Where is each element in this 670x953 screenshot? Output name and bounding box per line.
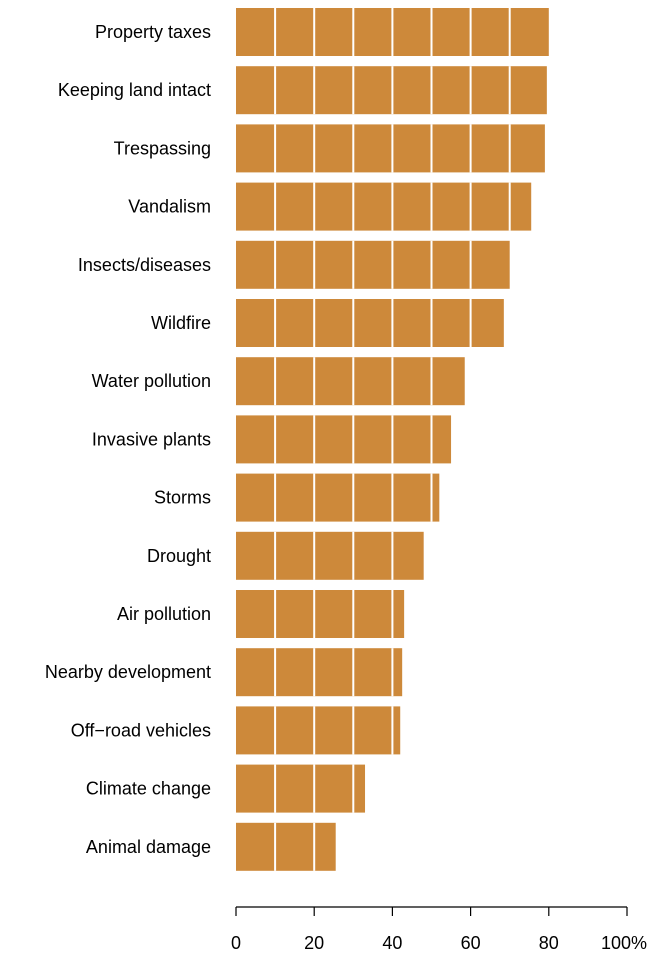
bar-animal-damage xyxy=(236,822,336,871)
bar-off-road-vehicles xyxy=(236,706,401,755)
category-label-animal-damage: Animal damage xyxy=(86,837,211,857)
grid-lines xyxy=(274,8,511,871)
x-tick-label-100: 100% xyxy=(601,933,647,953)
bar-wildfire xyxy=(236,299,504,347)
category-label-property-taxes: Property taxes xyxy=(95,22,211,42)
category-label-climate-change: Climate change xyxy=(86,779,211,799)
x-tick-label-0: 0 xyxy=(231,933,241,953)
category-label-insects-diseases: Insects/diseases xyxy=(78,255,211,275)
x-tick-label-40: 40 xyxy=(382,933,402,953)
bar-vandalism xyxy=(236,182,532,231)
bar-trespassing xyxy=(236,124,545,173)
x-tick-label-80: 80 xyxy=(539,933,559,953)
category-label-trespassing: Trespassing xyxy=(114,138,211,158)
category-label-air-pollution: Air pollution xyxy=(117,604,211,624)
category-label-vandalism: Vandalism xyxy=(128,197,211,217)
bar-storms xyxy=(236,473,440,522)
bar-air-pollution xyxy=(236,590,405,638)
x-tick-label-20: 20 xyxy=(304,933,324,953)
x-axis: 0 20 40 60 80 100% xyxy=(231,906,647,953)
category-label-nearby-development: Nearby development xyxy=(45,662,211,682)
category-labels: Property taxes Keeping land intact Trespas… xyxy=(45,22,211,857)
category-label-off-road-vehicles: Off−road vehicles xyxy=(71,720,211,740)
category-label-storms: Storms xyxy=(154,488,211,508)
category-label-water-pollution: Water pollution xyxy=(92,371,211,391)
category-label-drought: Drought xyxy=(147,546,211,566)
bar-insects-diseases xyxy=(236,240,510,289)
bar-water-pollution xyxy=(236,357,465,406)
bar-climate-change xyxy=(236,764,366,813)
bar-drought xyxy=(236,531,424,580)
category-label-keeping-land-intact: Keeping land intact xyxy=(58,80,211,100)
x-tick-label-60: 60 xyxy=(461,933,481,953)
category-label-wildfire: Wildfire xyxy=(151,313,211,333)
bar-nearby-development xyxy=(236,648,403,697)
bar-invasive-plants xyxy=(236,415,452,464)
category-label-invasive-plants: Invasive plants xyxy=(92,429,211,449)
bars-group xyxy=(236,8,549,871)
